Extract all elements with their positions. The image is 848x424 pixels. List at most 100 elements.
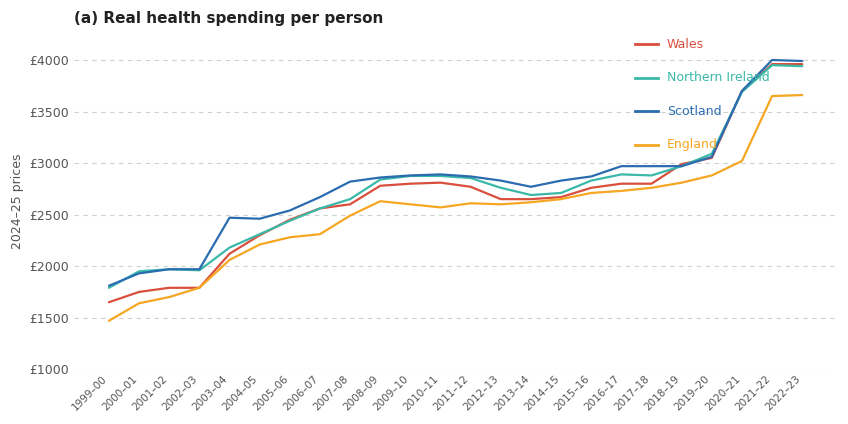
Wales	[677, 162, 687, 167]
Northern Ireland	[586, 178, 596, 183]
Y-axis label: 2024–25 prices: 2024–25 prices	[11, 154, 24, 249]
Text: Wales: Wales	[667, 38, 704, 51]
England	[646, 185, 656, 190]
England	[466, 201, 476, 206]
England	[616, 188, 627, 193]
England	[254, 242, 265, 247]
Scotland	[556, 178, 566, 183]
Wales	[254, 233, 265, 238]
Text: (a) Real health spending per person: (a) Real health spending per person	[75, 11, 383, 26]
Scotland	[225, 215, 235, 220]
Northern Ireland	[526, 192, 536, 198]
England	[345, 213, 355, 218]
Wales	[496, 197, 506, 202]
Scotland	[586, 174, 596, 179]
Wales	[767, 61, 777, 67]
Scotland	[345, 179, 355, 184]
Northern Ireland	[134, 269, 144, 274]
Line: Scotland: Scotland	[109, 60, 802, 286]
England	[767, 94, 777, 99]
England	[103, 318, 114, 324]
Northern Ireland	[767, 63, 777, 68]
England	[737, 159, 747, 164]
England	[315, 232, 325, 237]
Wales	[586, 185, 596, 190]
Scotland	[646, 164, 656, 169]
Northern Ireland	[254, 232, 265, 237]
Northern Ireland	[466, 176, 476, 181]
Northern Ireland	[315, 206, 325, 211]
Northern Ireland	[677, 164, 687, 169]
Wales	[405, 181, 416, 186]
Text: Scotland: Scotland	[667, 105, 722, 118]
Wales	[526, 197, 536, 202]
England	[556, 197, 566, 202]
Wales	[134, 289, 144, 294]
Northern Ireland	[225, 245, 235, 250]
Scotland	[737, 88, 747, 93]
Scotland	[315, 195, 325, 200]
Wales	[375, 183, 385, 188]
Scotland	[706, 154, 717, 159]
Wales	[466, 184, 476, 190]
Scotland	[103, 283, 114, 288]
Scotland	[134, 271, 144, 276]
Northern Ireland	[194, 268, 204, 273]
Scotland	[677, 164, 687, 169]
Wales	[616, 181, 627, 186]
Line: England: England	[109, 95, 802, 321]
England	[405, 202, 416, 207]
Scotland	[194, 267, 204, 272]
Wales	[646, 181, 656, 186]
Wales	[435, 180, 445, 185]
Scotland	[767, 57, 777, 62]
Scotland	[435, 172, 445, 177]
England	[134, 301, 144, 306]
Scotland	[254, 216, 265, 221]
Northern Ireland	[737, 89, 747, 95]
Northern Ireland	[496, 185, 506, 190]
Northern Ireland	[165, 267, 175, 272]
Scotland	[496, 178, 506, 183]
Scotland	[616, 164, 627, 169]
Northern Ireland	[646, 173, 656, 178]
Line: Northern Ireland: Northern Ireland	[109, 65, 802, 288]
Northern Ireland	[706, 151, 717, 156]
England	[375, 199, 385, 204]
England	[797, 92, 807, 98]
England	[706, 173, 717, 178]
Northern Ireland	[375, 177, 385, 182]
Northern Ireland	[556, 190, 566, 195]
Scotland	[466, 174, 476, 179]
Northern Ireland	[285, 218, 295, 223]
Northern Ireland	[405, 173, 416, 179]
Wales	[345, 202, 355, 207]
England	[435, 205, 445, 210]
England	[285, 235, 295, 240]
Wales	[737, 88, 747, 93]
England	[526, 200, 536, 205]
Text: England: England	[667, 138, 717, 151]
Text: Northern Ireland: Northern Ireland	[667, 71, 770, 84]
Wales	[556, 195, 566, 200]
Wales	[103, 300, 114, 305]
Wales	[165, 285, 175, 290]
Scotland	[165, 267, 175, 272]
England	[496, 202, 506, 207]
Line: Wales: Wales	[109, 64, 802, 302]
Wales	[225, 251, 235, 257]
England	[194, 285, 204, 290]
Northern Ireland	[797, 64, 807, 69]
Scotland	[797, 59, 807, 64]
Wales	[706, 155, 717, 160]
England	[225, 257, 235, 262]
Northern Ireland	[616, 172, 627, 177]
Scotland	[375, 175, 385, 180]
Wales	[285, 217, 295, 222]
Scotland	[285, 208, 295, 213]
Scotland	[405, 173, 416, 178]
England	[586, 190, 596, 195]
Scotland	[526, 184, 536, 190]
Northern Ireland	[345, 197, 355, 202]
Wales	[194, 285, 204, 290]
